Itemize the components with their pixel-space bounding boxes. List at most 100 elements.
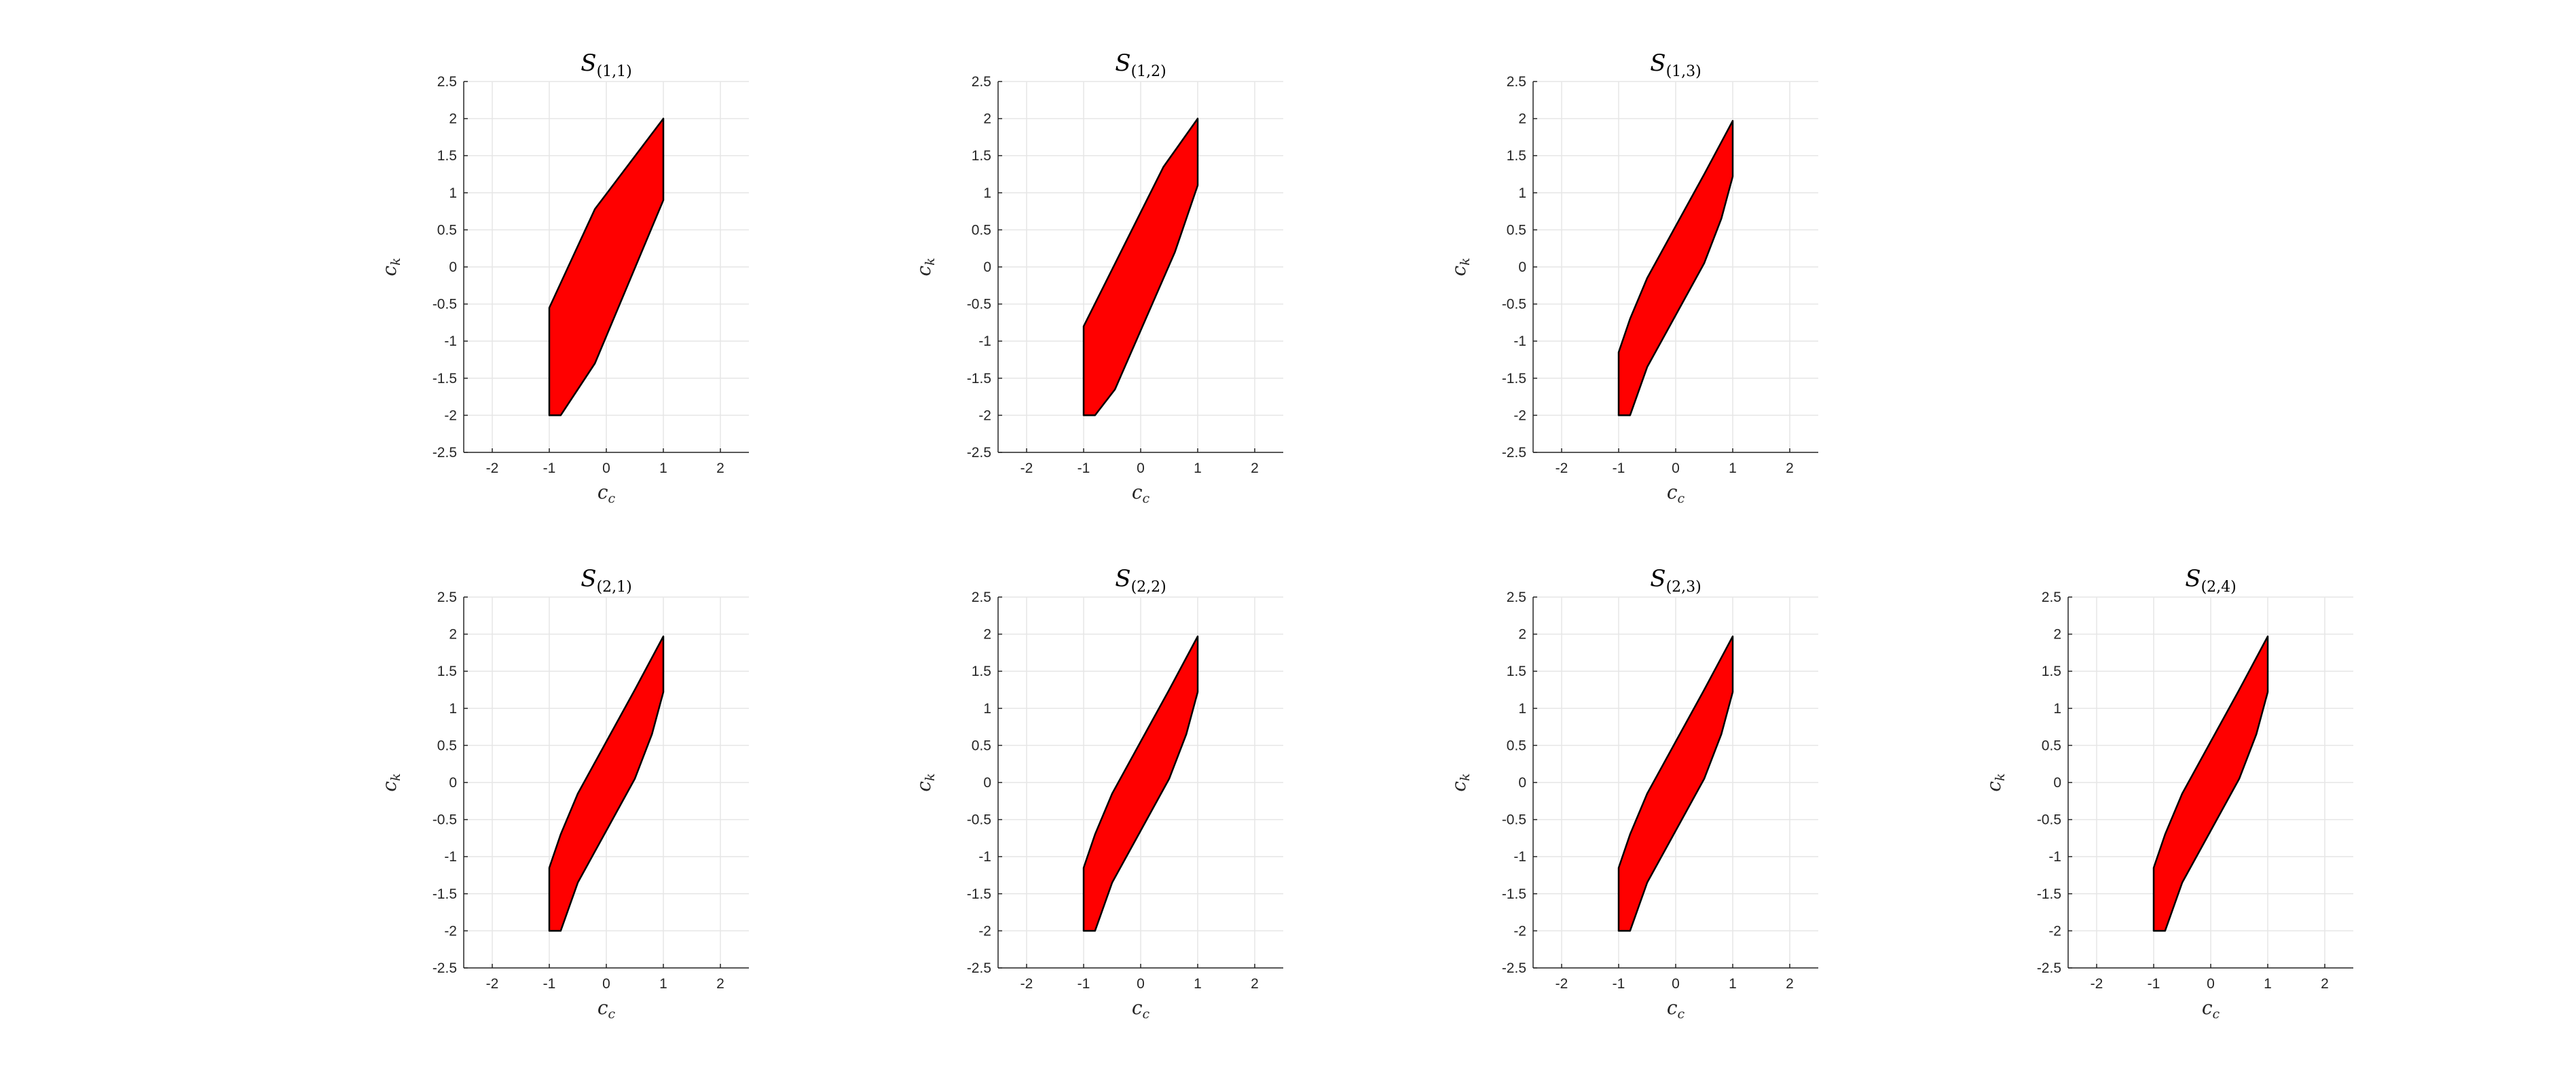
y-tick-label: -2.5 <box>1502 445 1526 461</box>
y-tick-label: 0.5 <box>1507 738 1526 753</box>
x-tick-label: -1 <box>1613 976 1625 992</box>
x-axis-label: cc <box>597 996 616 1022</box>
subplot-7: -2 -1 0 1 2 2.5 2 1.5 1 0.5 0 -0.5 -1 -1.5 -2 -2.5 cc ck S… <box>1983 565 2353 1022</box>
y-tick-label: 0 <box>449 775 457 791</box>
x-tick-label: 1 <box>1194 461 1202 476</box>
subplot-title: S(2,1) <box>581 565 631 596</box>
y-tick-label: 0.5 <box>437 738 457 753</box>
x-tick-label: 1 <box>1194 976 1202 992</box>
y-tick-label: -1 <box>1513 334 1526 349</box>
y-tick-label: 2 <box>983 111 991 127</box>
x-tick-label: 2 <box>716 461 724 476</box>
x-tick-label: 2 <box>2321 976 2329 992</box>
y-tick-label: 1 <box>1518 185 1526 201</box>
y-tick-label: -0.5 <box>1502 812 1526 828</box>
y-tick-label: 1 <box>1518 701 1526 717</box>
y-tick-label: -0.5 <box>967 812 991 828</box>
x-tick-label: 0 <box>602 461 610 476</box>
x-tick-label: 1 <box>659 976 667 992</box>
x-tick-label: 2 <box>1251 461 1259 476</box>
y-tick-label: -1.5 <box>1502 886 1526 902</box>
x-axis-label: cc <box>1667 996 1685 1022</box>
y-tick-label: 1 <box>449 701 457 717</box>
feasible-region <box>1082 635 1199 932</box>
subplot-6: -2 -1 0 1 2 2.5 2 1.5 1 0.5 0 -0.5 -1 -1.5 -2 -2.5 cc ck S… <box>1448 565 1818 1022</box>
y-tick-label: -0.5 <box>433 812 457 828</box>
y-tick-label: 2 <box>983 627 991 643</box>
y-tick-label: 0 <box>449 259 457 275</box>
y-tick-label: -2 <box>1513 408 1526 423</box>
y-axis-label: ck <box>913 773 938 791</box>
y-tick-label: -0.5 <box>1502 297 1526 312</box>
y-tick-label: -1.5 <box>2037 886 2061 902</box>
subplot-title: S(2,4) <box>2185 565 2236 596</box>
x-tick-label: -1 <box>1613 461 1625 476</box>
y-tick-label: 2.5 <box>2042 590 2061 605</box>
y-tick-label: 1 <box>983 185 991 201</box>
x-tick-label: 2 <box>1786 461 1794 476</box>
y-tick-label: 2 <box>449 111 457 127</box>
y-tick-label: -1 <box>1513 849 1526 865</box>
subplot-3: -2 -1 0 1 2 2.5 2 1.5 1 0.5 0 -0.5 -1 -1.5 -2 -2.5 cc ck S… <box>1448 50 1818 506</box>
y-tick-label: 0.5 <box>972 738 991 753</box>
x-tick-label: 1 <box>659 461 667 476</box>
x-axis-label: cc <box>1667 481 1685 506</box>
y-axis-label: ck <box>378 773 403 791</box>
y-tick-label: -2.5 <box>1502 960 1526 976</box>
subplot-title: S(1,3) <box>1650 50 1701 80</box>
y-tick-label: 2.5 <box>437 74 457 90</box>
x-tick-label: 1 <box>1729 461 1737 476</box>
x-tick-label: -2 <box>1020 976 1033 992</box>
y-tick-label: -1 <box>978 334 991 349</box>
y-tick-label: -2.5 <box>967 445 991 461</box>
y-tick-label: 0 <box>1518 259 1526 275</box>
y-tick-label: -0.5 <box>2037 812 2061 828</box>
x-tick-label: 2 <box>1786 976 1794 992</box>
y-tick-label: 2.5 <box>972 74 991 90</box>
y-tick-label: 1.5 <box>2042 664 2061 679</box>
y-tick-label: 1.5 <box>1507 664 1526 679</box>
feasible-region <box>2152 635 2269 932</box>
x-axis-label: cc <box>1132 996 1150 1022</box>
x-tick-label: -2 <box>486 976 499 992</box>
y-tick-label: 2.5 <box>437 590 457 605</box>
subplot-title: S(2,3) <box>1650 565 1701 596</box>
y-tick-label: -1.5 <box>967 886 991 902</box>
x-tick-label: -2 <box>2091 976 2103 992</box>
y-tick-label: -2 <box>978 408 991 423</box>
subplot-2: -2 -1 0 1 2 2.5 2 1.5 1 0.5 0 -0.5 -1 -1.5 -2 -2.5 cc ck S… <box>913 50 1283 506</box>
y-tick-label: 0.5 <box>437 222 457 238</box>
y-tick-label: 0 <box>983 775 991 791</box>
y-tick-label: 1 <box>2053 701 2061 717</box>
subplot-title: S(1,1) <box>581 50 631 80</box>
x-tick-label: -1 <box>1078 461 1090 476</box>
x-axis-label: cc <box>597 481 616 506</box>
y-tick-label: 1.5 <box>972 664 991 679</box>
y-tick-label: 0.5 <box>1507 222 1526 238</box>
y-tick-label: -2.5 <box>2037 960 2061 976</box>
y-tick-label: 2.5 <box>1507 590 1526 605</box>
x-tick-label: -2 <box>1556 461 1568 476</box>
x-tick-label: -1 <box>2148 976 2160 992</box>
y-tick-label: -2 <box>2048 923 2061 939</box>
y-tick-label: -1 <box>444 334 457 349</box>
y-tick-label: -2 <box>444 408 457 423</box>
x-tick-label: 0 <box>1137 461 1145 476</box>
x-tick-label: 0 <box>1672 976 1680 992</box>
x-tick-label: 0 <box>602 976 610 992</box>
y-axis-label: ck <box>1448 773 1473 791</box>
y-tick-label: 2 <box>1518 627 1526 643</box>
subplot-1: -2 -1 0 1 2 2.5 2 1.5 1 0.5 0 -0.5 -1 -1.5 -2 -2.5 cc ck S… <box>378 50 749 506</box>
y-tick-label: -0.5 <box>967 297 991 312</box>
y-tick-label: 2 <box>1518 111 1526 127</box>
y-axis-label: ck <box>378 257 403 276</box>
y-tick-label: 0 <box>2053 775 2061 791</box>
y-tick-label: -2.5 <box>433 960 457 976</box>
x-tick-label: 2 <box>1251 976 1259 992</box>
y-tick-label: 1 <box>449 185 457 201</box>
subplot-5: -2 -1 0 1 2 2.5 2 1.5 1 0.5 0 -0.5 -1 -1.5 -2 -2.5 cc ck S… <box>913 565 1283 1022</box>
x-tick-label: -1 <box>1078 976 1090 992</box>
y-tick-label: 1.5 <box>1507 148 1526 164</box>
y-tick-label: -1.5 <box>967 371 991 386</box>
